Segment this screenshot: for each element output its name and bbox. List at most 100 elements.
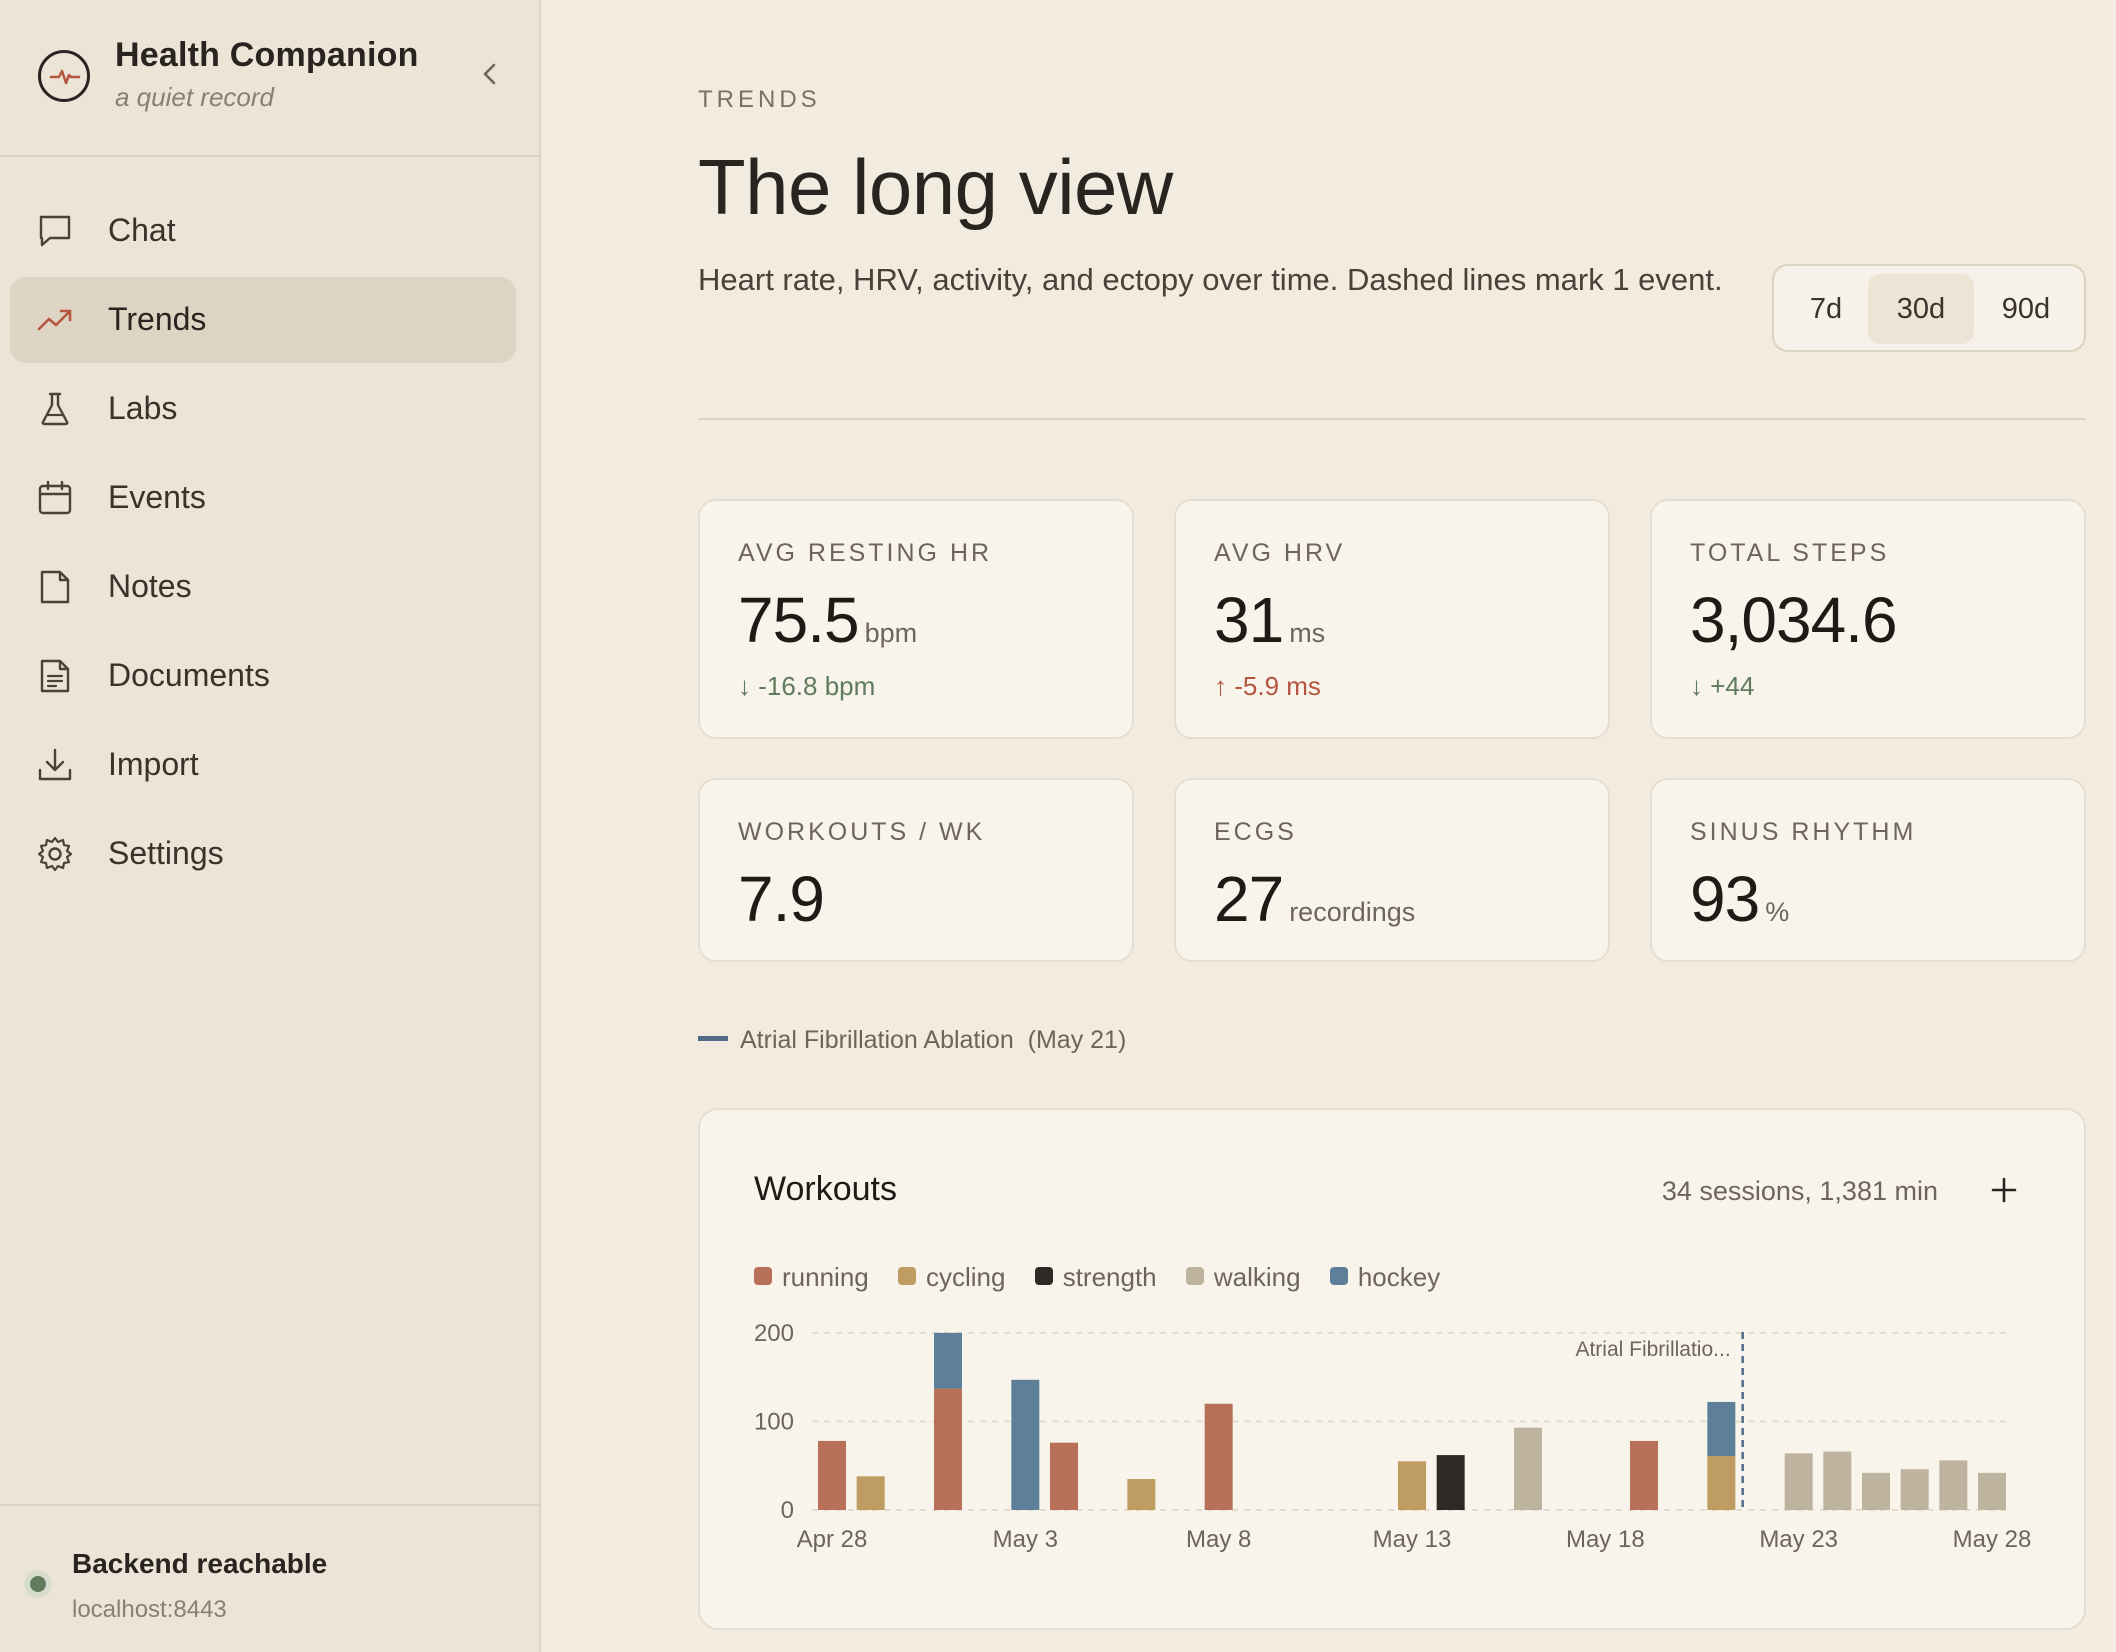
sidebar-item-label: Documents [108,657,270,693]
sidebar-nav: Chat Trends Labs Events [10,188,516,900]
y-tick-label: 200 [754,1320,794,1347]
bar-hockey[interactable] [1011,1379,1040,1510]
range-toggle: 7d 30d 90d [1772,264,2086,352]
bar-walking[interactable] [1862,1472,1890,1510]
chart-summary: 34 sessions, 1,381 min [1661,1176,1938,1206]
range-7d-button[interactable]: 7d [1809,293,1843,325]
legend-item-cycling: cycling [897,1262,1005,1293]
stat-value: 75.5 bpm [738,584,918,656]
bar-walking[interactable] [1900,1469,1929,1510]
bar-running[interactable] [1050,1442,1078,1510]
event-marker-label: Atrial Fibrillatio... [1575,1338,1730,1361]
event-date: (May 21) [1027,1026,1127,1054]
stat-label: SINUS RHYTHM [1690,818,1917,846]
sidebar-item-labs[interactable]: Labs [10,366,516,452]
stat-card-ecgs: ECGS 27 recordings [1174,778,1610,962]
sidebar-item-documents[interactable]: Documents [10,633,516,719]
brand-header: Health Companion a quiet record [0,0,539,157]
plus-icon [1991,1177,2017,1203]
bar-running[interactable] [1630,1440,1658,1510]
bar-walking[interactable] [1939,1460,1968,1510]
bar-walking[interactable] [1514,1427,1542,1510]
backend-host: localhost:8443 [72,1596,227,1623]
chat-bubble-icon [39,215,71,247]
bar-walking[interactable] [1823,1451,1852,1510]
stat-label: AVG HRV [1214,539,1346,567]
download-icon [38,748,72,781]
sidebar-item-notes[interactable]: Notes [10,544,516,630]
chevron-left-icon [483,63,496,85]
sidebar-item-label: Trends [108,301,207,337]
x-tick-label: May 8 [1186,1526,1251,1553]
stat-delta: ↓ +44 [1690,671,1755,701]
sidebar-item-trends[interactable]: Trends [10,277,516,363]
document-icon [40,659,70,693]
range-30d-button[interactable]: 30d [1868,274,1974,344]
stat-label: ECGS [1214,818,1297,846]
sidebar-item-chat[interactable]: Chat [10,188,516,274]
note-icon [40,570,70,604]
stat-label: WORKOUTS / WK [738,818,986,846]
x-tick-label: Apr 28 [797,1526,868,1553]
app-name: Health Companion [115,36,419,74]
workouts-chart-card: Workouts 34 sessions, 1,381 min running … [698,1108,2086,1630]
stat-label: AVG RESTING HR [738,539,993,567]
workouts-bar-chart: 0 100 200 Atrial Fibrillatio... Apr 28 May 3 M… [754,1320,2032,1553]
y-tick-label: 0 [781,1497,794,1524]
bar-running[interactable] [818,1440,846,1510]
sidebar-item-settings[interactable]: Settings [10,811,516,897]
x-tick-label: May 3 [993,1526,1058,1553]
bar-hockey[interactable] [934,1332,962,1389]
y-tick-label: 100 [754,1408,794,1435]
range-90d-button[interactable]: 90d [2001,293,2051,325]
stat-card-workouts-per-week: WORKOUTS / WK 7.9 [698,778,1134,962]
bar-running[interactable] [1204,1403,1233,1510]
flask-icon [41,392,69,426]
page-eyebrow: TRENDS [698,86,821,113]
legend-item-running: running [754,1262,869,1293]
sidebar-item-label: Import [108,746,199,782]
x-tick-label: May 13 [1373,1526,1452,1553]
sidebar-item-label: Chat [108,212,176,248]
legend-item-walking: walking [1185,1262,1301,1293]
stat-value: 93% [1690,863,1790,935]
sidebar-item-label: Settings [108,835,224,871]
x-tick-label: May 18 [1566,1526,1645,1553]
legend-item-strength: strength [1034,1262,1157,1293]
bar-cycling[interactable] [856,1476,885,1510]
stat-label: TOTAL STEPS [1690,539,1890,567]
backend-status: Backend reachable localhost:8443 [0,1504,539,1652]
add-workout-button[interactable] [1984,1170,2024,1210]
stat-card-sinus-rhythm: SINUS RHYTHM 93% [1650,778,2086,962]
chart-title: Workouts [754,1170,897,1208]
dash-line-icon [698,1035,728,1041]
event-legend: Atrial Fibrillation Ablation (May 21) [698,1026,1126,1055]
bar-walking[interactable] [1784,1453,1813,1510]
stat-value: 7.9 [738,863,825,935]
header-divider [698,418,2086,420]
sidebar-item-import[interactable]: Import [10,722,516,808]
trend-up-icon [37,309,72,331]
bar-running[interactable] [934,1388,962,1510]
bar-strength[interactable] [1436,1455,1465,1510]
x-tick-label: May 28 [1953,1526,2032,1553]
bar-walking[interactable] [1978,1472,2006,1510]
stat-delta: ↓ -16.8 bpm [738,671,876,701]
stat-card-avg-resting-hr: AVG RESTING HR 75.5 bpm ↓ -16.8 bpm [698,499,1134,739]
sidebar-item-label: Labs [108,390,178,426]
gear-icon [37,836,73,872]
bar-cycling[interactable] [1707,1455,1736,1510]
app-tagline: a quiet record [115,82,274,112]
stat-value: 31 ms [1214,584,1326,656]
page-description: Heart rate, HRV, activity, and ectopy ov… [698,262,1723,297]
bar-cycling[interactable] [1127,1479,1156,1510]
collapse-sidebar-button[interactable] [472,56,508,92]
backend-status-label: Backend reachable [72,1548,328,1579]
stat-card-total-steps: TOTAL STEPS 3,034.6 ↓ +44 [1650,499,2086,739]
event-name: Atrial Fibrillation Ablation [740,1026,1014,1054]
sidebar-item-events[interactable]: Events [10,455,516,541]
stat-delta: ↑ -5.9 ms [1214,671,1321,701]
legend-item-hockey: hockey [1329,1262,1440,1293]
bar-cycling[interactable] [1398,1461,1426,1510]
bar-hockey[interactable] [1707,1401,1736,1456]
